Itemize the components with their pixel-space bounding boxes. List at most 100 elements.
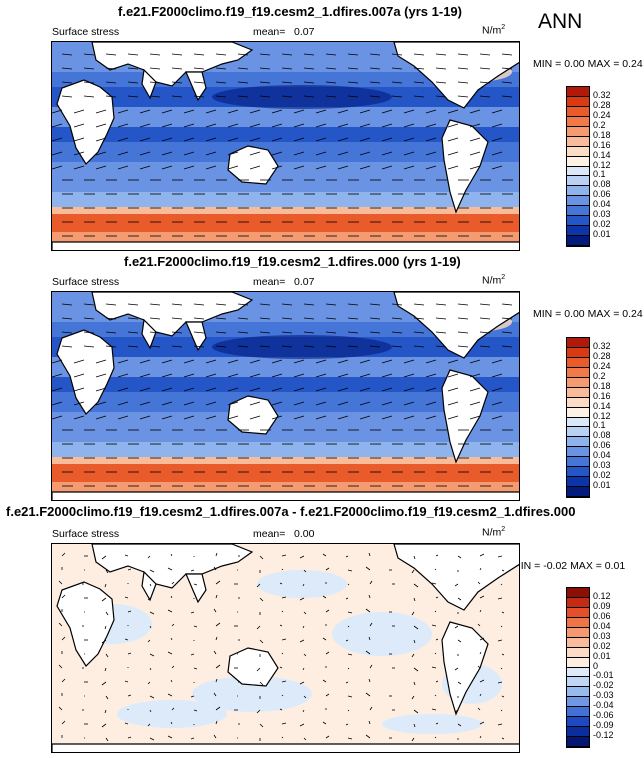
wind-vector: [315, 151, 327, 156]
colorbar-swatch: [567, 166, 589, 177]
wind-vector: [215, 345, 227, 348]
wind-vector: [303, 317, 315, 320]
wind-vector: [281, 610, 284, 613]
colorbar-swatch: [567, 657, 589, 668]
wind-vector: [359, 123, 371, 128]
wind-vector: [256, 709, 261, 714]
wind-vector: [183, 373, 195, 378]
wind-vector: [299, 639, 305, 643]
wind-vector: [215, 622, 221, 627]
wind-vector: [171, 317, 183, 320]
wind-vector: [457, 67, 469, 70]
wind-vector: [501, 67, 513, 70]
colorbar-swatch: [567, 216, 589, 227]
wind-vector: [322, 595, 327, 599]
wind-vector: [337, 373, 349, 378]
wind-vector: [325, 303, 337, 306]
wind-vector: [435, 81, 447, 84]
colorbar-swatch: [567, 126, 589, 137]
wind-vector: [73, 401, 85, 406]
wind-vector: [149, 737, 155, 741]
wind-vector: [271, 359, 283, 364]
wind-vector: [95, 373, 107, 378]
wind-vector: [215, 317, 227, 320]
wind-vector: [435, 67, 447, 70]
colorbar-label: 0.02: [593, 219, 611, 230]
wind-vector: [303, 611, 307, 615]
wind-vector: [73, 415, 85, 420]
wind-vector: [183, 359, 195, 364]
wind-vector: [359, 109, 371, 114]
wind-vector: [479, 651, 482, 655]
colorbar-swatch: [567, 176, 589, 187]
wind-vector: [249, 137, 261, 142]
colorbar-swatch: [567, 136, 589, 147]
wind-vector: [249, 109, 261, 114]
wind-vector: [127, 610, 132, 613]
wind-vector: [479, 735, 482, 739]
wind-vector: [104, 709, 107, 714]
wind-vector: [501, 611, 505, 614]
wind-vector: [281, 568, 284, 571]
land-mass: [56, 581, 115, 667]
wind-vector: [293, 359, 305, 364]
wind-vector: [52, 137, 63, 142]
wind-vector: [359, 359, 371, 364]
wind-vector: [347, 81, 359, 84]
wind-vector: [457, 331, 469, 334]
wind-vector: [259, 681, 264, 686]
wind-vector: [61, 95, 73, 98]
wind-vector: [61, 331, 73, 334]
wind-vector: [454, 625, 459, 629]
wind-vector: [237, 303, 249, 306]
wind-vector: [259, 345, 271, 348]
wind-vector: [337, 401, 349, 406]
wind-vector: [345, 723, 349, 726]
wind-vector: [315, 401, 327, 406]
wind-vector: [369, 706, 373, 711]
wind-vector: [501, 317, 513, 320]
colorbar-swatch: [567, 87, 589, 97]
wind-vector: [454, 709, 459, 713]
wind-vector: [117, 387, 129, 392]
wind-vector: [249, 373, 261, 378]
wind-vector: [293, 109, 305, 114]
wind-vector: [403, 359, 415, 364]
diff-negative-region: [382, 714, 482, 734]
wind-vector: [149, 583, 152, 587]
wind-vector: [491, 165, 503, 170]
land-mass: [91, 544, 254, 589]
wind-vector: [105, 611, 109, 616]
panel-3-map: [51, 543, 520, 753]
wind-vector: [205, 359, 217, 364]
wind-vector: [469, 359, 481, 364]
colorbar-swatch: [567, 697, 589, 708]
wind-vector: [325, 345, 337, 348]
map-plot: [52, 544, 519, 752]
land-mass: [227, 647, 279, 687]
wind-vector: [167, 567, 173, 571]
wind-vector: [369, 580, 373, 585]
wind-vector: [149, 95, 161, 98]
wind-vector: [293, 165, 305, 170]
wind-vector: [391, 67, 403, 70]
wind-vector: [281, 81, 293, 84]
wind-vector: [127, 331, 139, 334]
wind-vector: [469, 165, 481, 170]
wind-vector: [347, 611, 353, 614]
wind-vector: [259, 331, 271, 334]
wind-vector: [215, 720, 218, 725]
wind-vector: [381, 387, 393, 392]
wind-vector: [271, 109, 283, 114]
wind-vector: [325, 81, 337, 84]
wind-vector: [139, 387, 151, 392]
panel-2-units: N/m2: [482, 274, 506, 287]
wind-vector: [215, 53, 227, 56]
wind-vector: [345, 597, 349, 600]
wind-vector: [411, 653, 415, 658]
wind-vector: [259, 597, 264, 602]
wind-vector: [61, 81, 73, 84]
wind-vector: [447, 137, 459, 142]
wind-vector: [95, 165, 107, 170]
wind-vector: [193, 81, 205, 84]
